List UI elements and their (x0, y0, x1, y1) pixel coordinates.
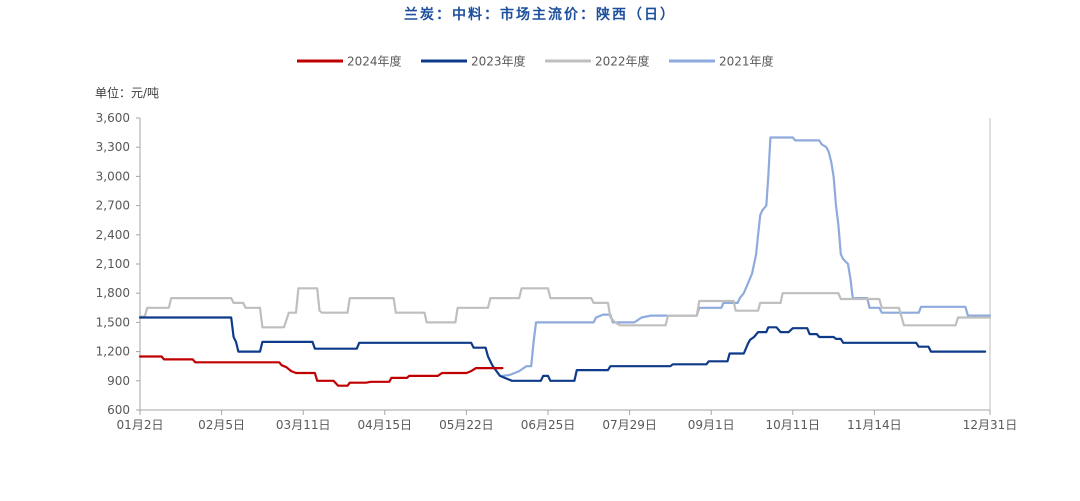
y-tick-label: 2,700 (96, 199, 130, 213)
y-tick-label: 600 (107, 403, 130, 417)
series-line-2023 (138, 316, 987, 382)
legend-item: 2023年度 (421, 54, 526, 69)
legend: 2024年度 2023年度 2022年度 2021年度 (297, 54, 774, 69)
x-tick-label: 03月11日 (276, 418, 331, 432)
y-tick-label: 3,600 (96, 111, 130, 125)
y-tick-label: 1,200 (96, 345, 130, 359)
x-tick-label: 07月29日 (602, 418, 657, 432)
chart-title: 兰炭：中料：市场主流价：陕西（日） (404, 6, 676, 23)
y-tick-label: 3,300 (96, 140, 130, 154)
x-tick-label: 01月2日 (117, 418, 164, 432)
legend-item: 2022年度 (545, 54, 650, 69)
series-line-2021 (501, 136, 992, 377)
y-tick-label: 3,000 (96, 169, 130, 183)
y-tick-label: 2,100 (96, 257, 130, 271)
legend-label: 2021年度 (719, 54, 774, 69)
legend-label: 2024年度 (347, 54, 402, 69)
y-tick-label: 1,800 (96, 286, 130, 300)
y-tick-label: 2,400 (96, 228, 130, 242)
legend-item: 2021年度 (669, 54, 774, 69)
y-tick-label: 1,500 (96, 315, 130, 329)
unit-label: 单位：元/吨 (95, 85, 159, 100)
series-line-2024 (138, 355, 504, 387)
x-tick-label: 02月5日 (198, 418, 245, 432)
x-tick-label: 05月22日 (439, 418, 494, 432)
series-layer (138, 136, 992, 387)
y-tick-label: 900 (107, 374, 130, 388)
x-tick-label: 09月1日 (688, 418, 735, 432)
series-line-2022 (138, 287, 992, 329)
axes: 600 900 1,200 1,500 1,800 2,100 2,400 2,700 3,00… (96, 111, 1018, 432)
x-tick-label: 12月31日 (963, 418, 1018, 432)
x-tick-label: 10月11日 (766, 418, 821, 432)
legend-label: 2022年度 (595, 54, 650, 69)
x-tick-label: 11月14日 (847, 418, 902, 432)
legend-item: 2024年度 (297, 54, 402, 69)
x-tick-label: 06月25日 (521, 418, 576, 432)
x-tick-label: 04月15日 (358, 418, 413, 432)
legend-label: 2023年度 (471, 54, 526, 69)
